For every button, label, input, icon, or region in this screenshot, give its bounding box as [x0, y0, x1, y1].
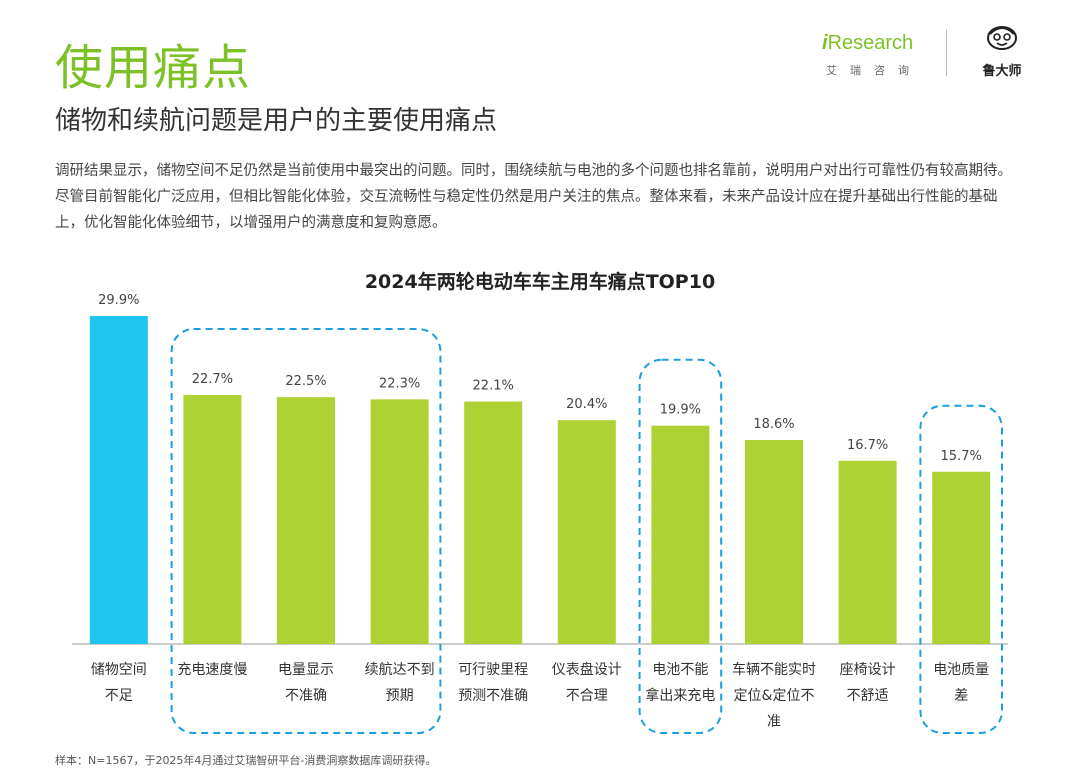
bar-value-label: 16.7%	[847, 438, 888, 453]
iresearch-word: Research	[827, 31, 914, 54]
iresearch-cn-name: 艾瑞咨询	[826, 64, 922, 77]
source-note: 样本：N=1567，于2025年4月通过艾瑞智研平台-消费洞察数据库调研获得。	[55, 754, 437, 767]
bar	[183, 394, 242, 644]
ludashi-logo: 鲁大师	[972, 24, 1032, 80]
category-label: 可行驶里程预测不准确	[458, 662, 528, 704]
category-label: 座椅设计不舒适	[840, 662, 896, 704]
bar-value-label: 20.4%	[566, 397, 607, 412]
page-title: 使用痛点	[55, 40, 252, 96]
category-label: 仪表盘设计不合理	[552, 661, 622, 704]
bar-value-label: 29.9%	[98, 293, 139, 308]
bar-value-label: 19.9%	[660, 403, 701, 418]
bar-value-label: 22.5%	[285, 374, 326, 389]
bar	[370, 399, 429, 644]
category-label: 续航达不到预期	[365, 661, 435, 704]
bar-value-label: 22.7%	[192, 372, 233, 387]
highlight-group-outline	[170, 327, 442, 734]
bar	[838, 460, 897, 644]
chart-title: 2024年两轮电动车车主用车痛点TOP10	[365, 270, 715, 293]
iresearch-wordmark: i Research	[818, 28, 917, 58]
page-subtitle: 储物和续航问题是用户的主要使用痛点	[55, 106, 498, 136]
summary-paragraph: 调研结果显示，储物空间不足仍然是当前使用中最突出的问题。同时，围绕续航与电池的多…	[55, 163, 1012, 231]
bar-value-label: 15.7%	[941, 449, 982, 464]
bar	[557, 420, 616, 644]
bar	[277, 397, 335, 644]
highlight-group-outline	[919, 404, 1004, 734]
bar	[89, 316, 148, 644]
category-label: 电池不能拿出来充电	[645, 662, 715, 704]
bar-value-label: 18.6%	[753, 417, 794, 432]
category-label: 电量显示不准确	[278, 662, 334, 704]
bar	[745, 439, 803, 644]
category-label: 充电速度慢	[177, 661, 247, 678]
ludashi-mascot-icon	[987, 26, 1017, 50]
bar	[651, 425, 710, 644]
highlight-group-outline	[638, 358, 723, 734]
ludashi-name: 鲁大师	[982, 64, 1022, 79]
category-label: 电池质量差	[933, 662, 989, 704]
bar	[932, 471, 991, 644]
bar	[464, 401, 523, 644]
bar-value-label: 22.1%	[473, 379, 514, 394]
brand-divider	[946, 30, 947, 76]
bar-value-label: 22.3%	[379, 376, 420, 391]
iresearch-logo: i Research 艾瑞咨询	[818, 28, 930, 80]
iresearch-i-mark: i	[822, 31, 828, 54]
category-label: 车辆不能实时定位&定位不准	[732, 661, 816, 730]
category-label: 储物空间不足	[91, 662, 147, 704]
